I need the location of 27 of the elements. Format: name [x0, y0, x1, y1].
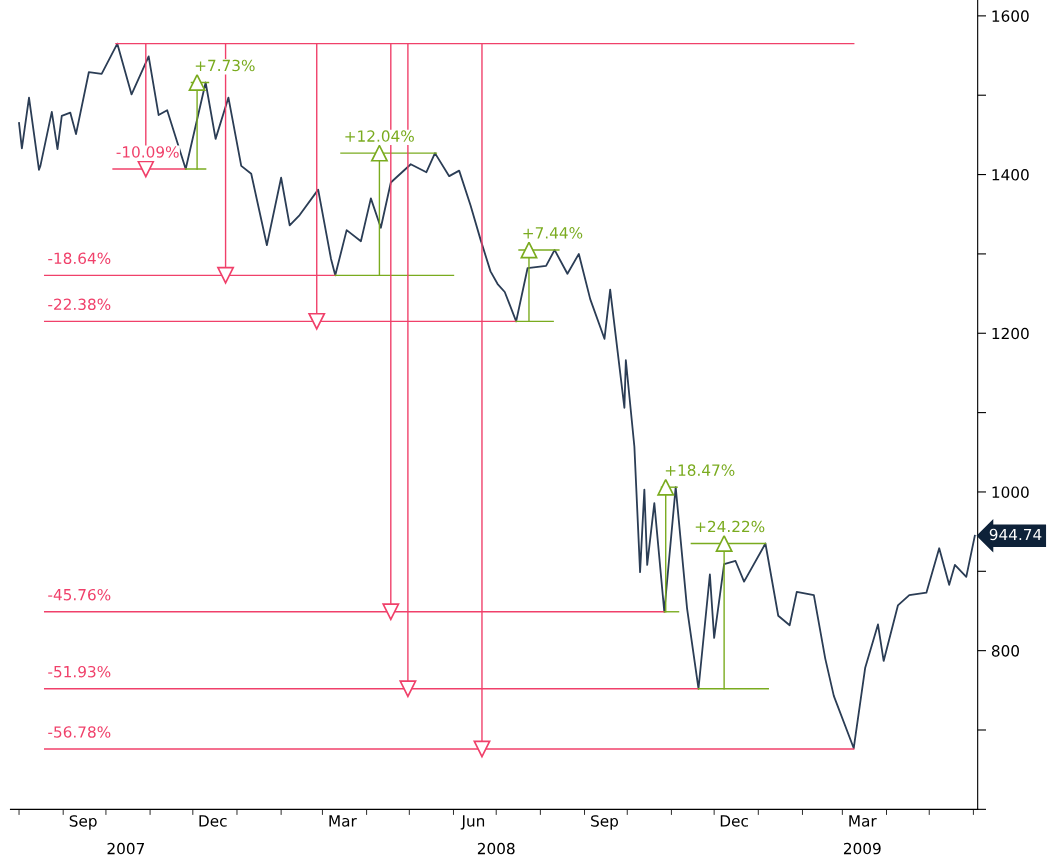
y-tick-label: 800	[991, 645, 1020, 657]
annotation: -56.78%	[48, 726, 111, 738]
x-tick-label: Jun	[460, 815, 485, 830]
annotation: -51.93%	[48, 665, 111, 678]
y-tick-label: 1400	[992, 169, 1029, 181]
annotation: -45.76%	[48, 588, 111, 601]
y-tick-label: 1000	[992, 486, 1029, 498]
x-tick-label: Mar	[849, 815, 877, 827]
x-tick-label: Dec	[720, 815, 748, 827]
annotation: -18.64%	[48, 252, 111, 265]
x-tick-label: Mar	[329, 815, 357, 827]
data-label: 944.74	[989, 528, 1042, 541]
y-tick-label: 1200	[992, 327, 1029, 340]
annotation: -22.38%	[48, 298, 111, 311]
x2-tick-label: 2009	[843, 842, 881, 855]
annotation: +12.04%	[345, 130, 414, 142]
y-tick-label: 1600	[992, 10, 1029, 22]
annotation: +7.73%	[195, 59, 255, 72]
annotation: +7.44%	[523, 227, 583, 239]
x-tick-label: Sep	[69, 815, 97, 830]
x-tick-label: Dec	[199, 815, 227, 827]
annotation: +18.47%	[665, 464, 735, 476]
x-tick-label: Sep	[591, 815, 619, 830]
annotation: +24.22%	[695, 520, 765, 533]
annotation: -10.09%	[116, 146, 179, 158]
x2-tick-label: 2008	[477, 842, 515, 855]
x2-tick-label: 2007	[107, 842, 144, 855]
